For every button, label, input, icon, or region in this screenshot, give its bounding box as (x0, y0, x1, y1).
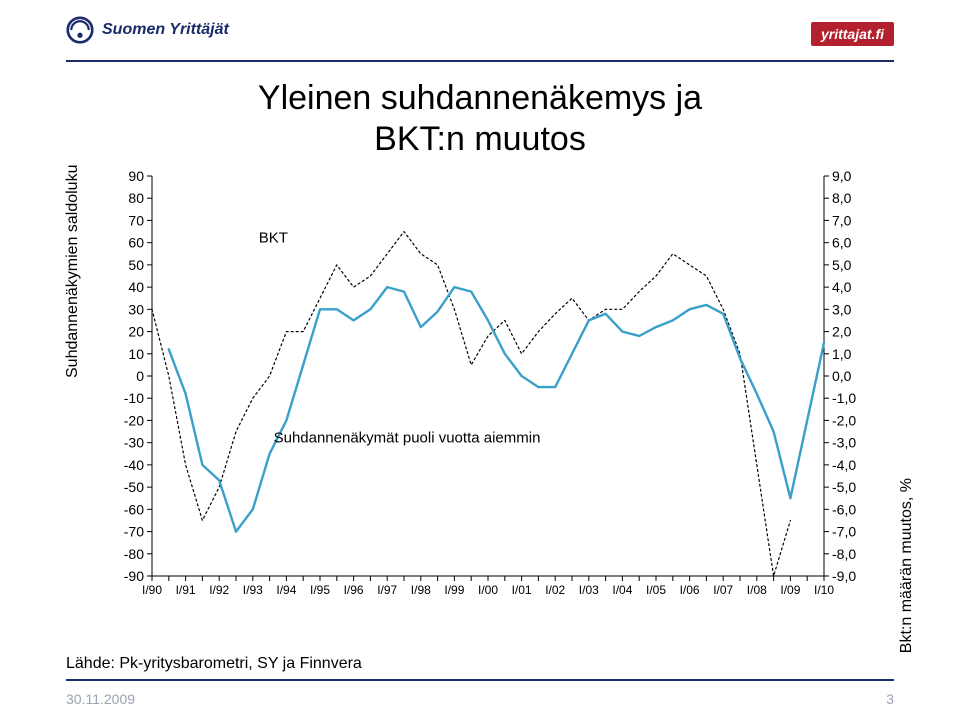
svg-text:-50: -50 (124, 479, 144, 495)
svg-text:I/96: I/96 (344, 583, 364, 597)
right-axis-label: Bkt:n määrän muutos, % (898, 478, 916, 653)
svg-text:1,0: 1,0 (832, 345, 852, 361)
svg-text:I/98: I/98 (411, 583, 431, 597)
svg-text:-3,0: -3,0 (832, 434, 856, 450)
brand-name: Suomen Yrittäjät (102, 21, 229, 39)
svg-text:I/09: I/09 (780, 583, 800, 597)
svg-text:-90: -90 (124, 568, 144, 584)
svg-text:8,0: 8,0 (832, 190, 852, 206)
svg-text:40: 40 (128, 279, 144, 295)
source-text: Lähde: Pk-yritysbarometri, SY ja Finnver… (66, 655, 362, 673)
footer-rule (66, 679, 894, 681)
brand-logo: Suomen Yrittäjät (66, 16, 229, 44)
svg-text:2,0: 2,0 (832, 323, 852, 339)
svg-text:I/95: I/95 (310, 583, 330, 597)
brand-badge: yrittajat.fi (811, 22, 894, 46)
svg-text:I/03: I/03 (579, 583, 599, 597)
svg-text:60: 60 (128, 234, 144, 250)
svg-text:80: 80 (128, 190, 144, 206)
svg-text:-10: -10 (124, 390, 144, 406)
chart-title: Yleinen suhdannenäkemys ja BKT:n muutos (66, 78, 894, 160)
svg-text:-2,0: -2,0 (832, 412, 856, 428)
svg-text:I/90: I/90 (142, 583, 162, 597)
svg-text:20: 20 (128, 323, 144, 339)
svg-text:7,0: 7,0 (832, 212, 852, 228)
chart-title-line2: BKT:n muutos (374, 120, 586, 158)
logo-icon (66, 16, 94, 44)
chart-title-line1: Yleinen suhdannenäkemys ja (258, 79, 702, 117)
svg-text:-60: -60 (124, 501, 144, 517)
svg-text:I/00: I/00 (478, 583, 498, 597)
svg-text:-20: -20 (124, 412, 144, 428)
svg-text:I/02: I/02 (545, 583, 565, 597)
svg-text:-70: -70 (124, 523, 144, 539)
footer-date: 30.11.2009 (66, 691, 135, 707)
svg-text:50: 50 (128, 256, 144, 272)
svg-text:0,0: 0,0 (832, 368, 852, 384)
footer-page-number: 3 (886, 691, 894, 707)
svg-text:-8,0: -8,0 (832, 545, 856, 561)
svg-text:-1,0: -1,0 (832, 390, 856, 406)
svg-text:4,0: 4,0 (832, 279, 852, 295)
svg-text:I/91: I/91 (176, 583, 196, 597)
svg-text:9,0: 9,0 (832, 168, 852, 184)
svg-text:I/93: I/93 (243, 583, 263, 597)
svg-text:I/07: I/07 (713, 583, 733, 597)
svg-text:I/92: I/92 (209, 583, 229, 597)
svg-text:-40: -40 (124, 456, 144, 472)
svg-text:3,0: 3,0 (832, 301, 852, 317)
svg-text:I/05: I/05 (646, 583, 666, 597)
svg-text:30: 30 (128, 301, 144, 317)
svg-text:I/06: I/06 (680, 583, 700, 597)
svg-text:-4,0: -4,0 (832, 456, 856, 472)
svg-text:-5,0: -5,0 (832, 479, 856, 495)
chart-svg: -90 -80 -70 -60 -50 -40 -30 -20 -10 0 10 20 30 40 50 60… (66, 166, 894, 636)
svg-text:I/97: I/97 (377, 583, 397, 597)
svg-text:-7,0: -7,0 (832, 523, 856, 539)
svg-text:-9,0: -9,0 (832, 568, 856, 584)
chart-container: Yleinen suhdannenäkemys ja BKT:n muutos … (66, 78, 894, 638)
left-axis-label: Suhdannenäkymien saldoluku (64, 165, 82, 378)
svg-text:10: 10 (128, 345, 144, 361)
svg-text:-80: -80 (124, 545, 144, 561)
annotation-bkt: BKT (259, 229, 288, 246)
svg-text:5,0: 5,0 (832, 256, 852, 272)
svg-text:6,0: 6,0 (832, 234, 852, 250)
svg-text:I/99: I/99 (444, 583, 464, 597)
annotation-suhdanne: Suhdannenäkymät puoli vuotta aiemmin (274, 429, 541, 446)
svg-text:-30: -30 (124, 434, 144, 450)
svg-text:0: 0 (136, 368, 144, 384)
svg-text:I/08: I/08 (747, 583, 767, 597)
svg-text:I/94: I/94 (276, 583, 296, 597)
svg-text:-6,0: -6,0 (832, 501, 856, 517)
svg-text:70: 70 (128, 212, 144, 228)
svg-text:90: 90 (128, 168, 144, 184)
header-rule (66, 60, 894, 62)
svg-text:I/10: I/10 (814, 583, 834, 597)
svg-text:I/01: I/01 (512, 583, 532, 597)
svg-text:I/04: I/04 (612, 583, 632, 597)
